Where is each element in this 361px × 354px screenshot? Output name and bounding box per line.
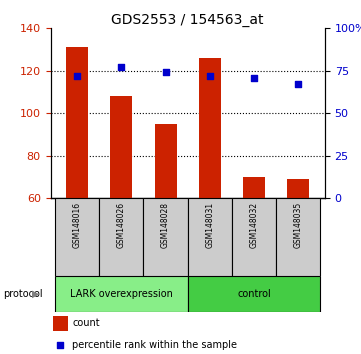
Point bbox=[207, 73, 213, 79]
Text: ▶: ▶ bbox=[32, 289, 40, 299]
Bar bbox=[53, 316, 68, 331]
Bar bbox=[243, 177, 265, 198]
Text: protocol: protocol bbox=[4, 289, 43, 299]
Bar bbox=[66, 47, 88, 198]
Point bbox=[251, 75, 257, 80]
Bar bbox=[155, 124, 177, 198]
Text: GSM148028: GSM148028 bbox=[161, 202, 170, 248]
Text: control: control bbox=[237, 289, 271, 299]
Point bbox=[118, 64, 124, 70]
Bar bbox=[188, 276, 321, 312]
Point bbox=[163, 70, 169, 75]
Point bbox=[57, 342, 63, 348]
Bar bbox=[110, 96, 132, 198]
Bar bbox=[232, 198, 276, 276]
Text: GSM148026: GSM148026 bbox=[117, 202, 126, 248]
Text: GSM148032: GSM148032 bbox=[249, 202, 258, 248]
Bar bbox=[99, 198, 143, 276]
Bar bbox=[55, 198, 99, 276]
Point bbox=[295, 81, 301, 87]
Point bbox=[74, 73, 80, 79]
Bar bbox=[143, 198, 188, 276]
Bar bbox=[199, 58, 221, 198]
Text: GSM148016: GSM148016 bbox=[73, 202, 82, 248]
Text: GSM148031: GSM148031 bbox=[205, 202, 214, 248]
Text: percentile rank within the sample: percentile rank within the sample bbox=[73, 339, 238, 350]
Title: GDS2553 / 154563_at: GDS2553 / 154563_at bbox=[112, 13, 264, 27]
Bar bbox=[55, 276, 188, 312]
Bar bbox=[287, 179, 309, 198]
Bar bbox=[276, 198, 321, 276]
Bar bbox=[188, 198, 232, 276]
Text: GSM148035: GSM148035 bbox=[294, 202, 303, 249]
Text: count: count bbox=[73, 318, 100, 329]
Text: LARK overexpression: LARK overexpression bbox=[70, 289, 173, 299]
